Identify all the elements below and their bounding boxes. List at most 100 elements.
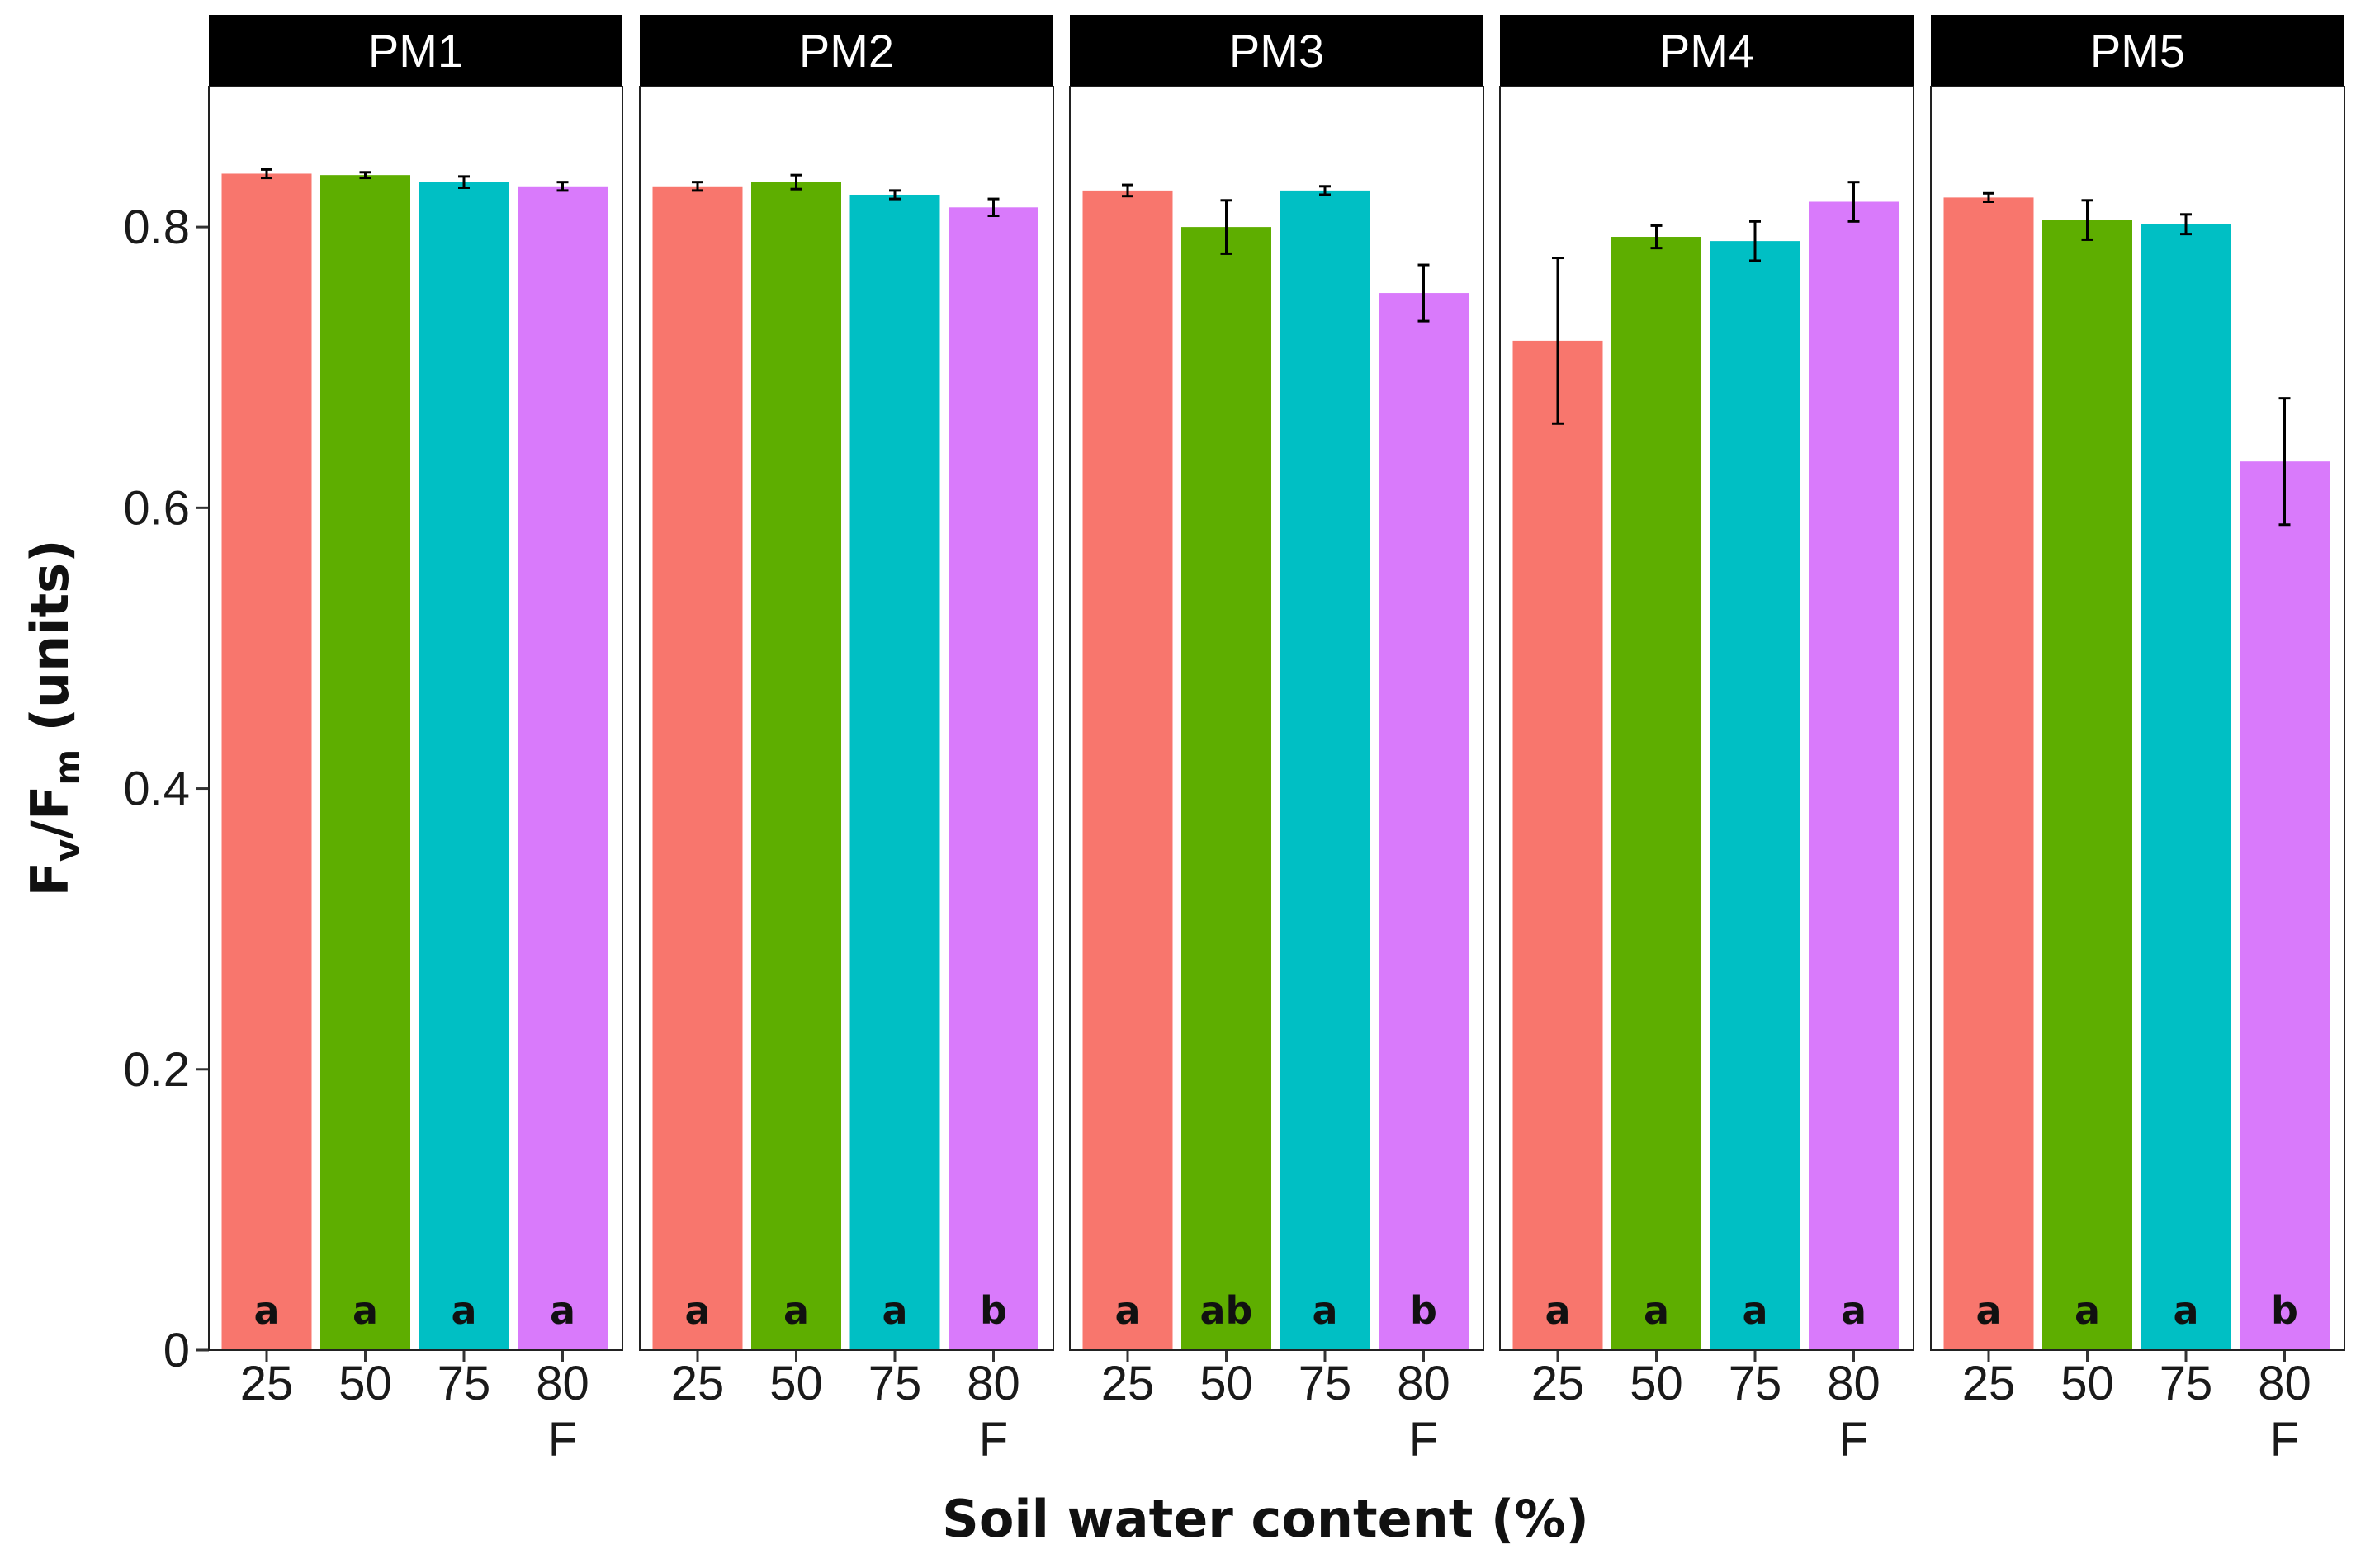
significance-label: a (882, 1288, 907, 1333)
bar (2141, 224, 2231, 1351)
bar (652, 186, 743, 1350)
panel-strip (640, 15, 1053, 87)
panel-border (639, 86, 1054, 1351)
bar (320, 175, 410, 1350)
x-tick-label: 75 (868, 1357, 922, 1410)
significance-label: a (2075, 1288, 2100, 1333)
panel-strip (1500, 15, 1914, 87)
panel-border (1499, 86, 1914, 1351)
panel-strip (1070, 15, 1483, 87)
panel-border (1930, 86, 2345, 1351)
bar (1512, 340, 1603, 1350)
x-tick-label: 80 (536, 1357, 589, 1410)
significance-label: b (2271, 1288, 2298, 1333)
bar (1943, 197, 2034, 1350)
panel-pm5: PM5 a 25 a 50 a 75 b 80F (1930, 15, 2345, 1466)
y-tick-label: 0.8 (123, 201, 190, 254)
panels: PM1a25a50a75a80FPM2a25a50a75b80FPM3a25ab… (208, 15, 2345, 1466)
panel-title: PM4 (1659, 25, 1754, 77)
panel-title: PM3 (1229, 25, 1324, 77)
x-tick-label: 25 (1531, 1357, 1585, 1410)
panel-title: PM1 (368, 25, 463, 77)
x-tick-label: F (979, 1413, 1008, 1466)
x-tick-label: 50 (769, 1357, 823, 1410)
panel-border (1069, 86, 1484, 1351)
y-title-sub-m: m (47, 749, 88, 786)
y-axis: 0 0.2 0.4 0.6 0.8 (123, 201, 209, 1377)
significance-label: a (1742, 1288, 1767, 1333)
x-tick-label: 50 (2060, 1357, 2114, 1410)
significance-label: a (1975, 1288, 2001, 1333)
panel-title: PM5 (2090, 25, 2185, 77)
x-axis-title: Soil water content (%) (942, 1489, 1589, 1549)
x-tick-label: 75 (2160, 1357, 2213, 1410)
y-title-slash: /F (20, 786, 80, 839)
y-tick-label: 0.6 (123, 481, 190, 535)
x-tick-label: 25 (240, 1357, 294, 1410)
bar (949, 207, 1038, 1351)
x-tick-label: 25 (671, 1357, 725, 1410)
panel-pm1: PM1 a 25 a 50 a 75 a 80F (208, 15, 623, 1466)
x-tick-label: 25 (1101, 1357, 1155, 1410)
significance-label: a (1545, 1288, 1570, 1333)
bar (2240, 461, 2330, 1350)
panel-title: PM2 (799, 25, 894, 77)
x-tick-label: 80 (1397, 1357, 1450, 1410)
x-tick-label: 75 (1729, 1357, 1782, 1410)
y-tick-label: 0.2 (123, 1043, 190, 1097)
significance-label: a (1841, 1288, 1866, 1333)
x-tick-label: 50 (338, 1357, 392, 1410)
panel-pm2: PM2 a 25 a 50 a 75 b 80F (639, 15, 1054, 1466)
bar (2042, 220, 2132, 1350)
bar (419, 182, 509, 1351)
panel-strip (1931, 15, 2344, 87)
y-title-unit: (units) (20, 540, 80, 749)
significance-label: a (352, 1288, 378, 1333)
bar (518, 186, 608, 1350)
x-tick-label: F (1839, 1413, 1868, 1466)
significance-label: b (980, 1288, 1007, 1333)
y-tick-label: 0.4 (123, 763, 190, 816)
x-tick-label: F (1409, 1413, 1438, 1466)
x-tick-label: 50 (1630, 1357, 1683, 1410)
x-tick-label: 75 (438, 1357, 491, 1410)
significance-label: ab (1200, 1288, 1253, 1333)
bar (1379, 293, 1469, 1350)
panel-strip (209, 15, 622, 87)
bar (1280, 190, 1370, 1351)
significance-label: a (684, 1288, 710, 1333)
significance-label: a (451, 1288, 476, 1333)
significance-label: a (1114, 1288, 1140, 1333)
panel-pm4: PM4 a 25 a 50 a 75 a 80F (1499, 15, 1914, 1466)
bar (1809, 201, 1899, 1351)
x-tick-label: 50 (1199, 1357, 1253, 1410)
significance-label: a (783, 1288, 809, 1333)
bar (1611, 237, 1701, 1350)
y-title-main: F (20, 862, 80, 896)
x-tick-label: F (548, 1413, 577, 1466)
y-title-sub-v: v (47, 839, 88, 862)
bar (221, 173, 312, 1351)
bar (1082, 190, 1173, 1351)
x-tick-label: 80 (1827, 1357, 1881, 1410)
panel-pm3: PM3 a 25 ab 50 a 75 b 80F (1069, 15, 1484, 1466)
x-tick-label: 80 (967, 1357, 1020, 1410)
bar (1181, 227, 1271, 1351)
bar (1710, 241, 1800, 1351)
significance-label: a (2173, 1288, 2198, 1333)
bar (849, 194, 940, 1350)
y-axis-title: Fv/Fm (units) (20, 540, 88, 897)
significance-label: b (1410, 1288, 1437, 1333)
y-tick-label: 0 (163, 1324, 190, 1377)
bar (751, 182, 841, 1351)
significance-label: a (1644, 1288, 1669, 1333)
significance-label: a (253, 1288, 279, 1333)
x-tick-label: 80 (2258, 1357, 2311, 1410)
x-tick-label: F (2270, 1413, 2299, 1466)
x-tick-label: 75 (1299, 1357, 1352, 1410)
panel-border (208, 86, 623, 1351)
significance-label: a (1312, 1288, 1337, 1333)
significance-label: a (550, 1288, 575, 1333)
x-tick-label: 25 (1962, 1357, 2016, 1410)
